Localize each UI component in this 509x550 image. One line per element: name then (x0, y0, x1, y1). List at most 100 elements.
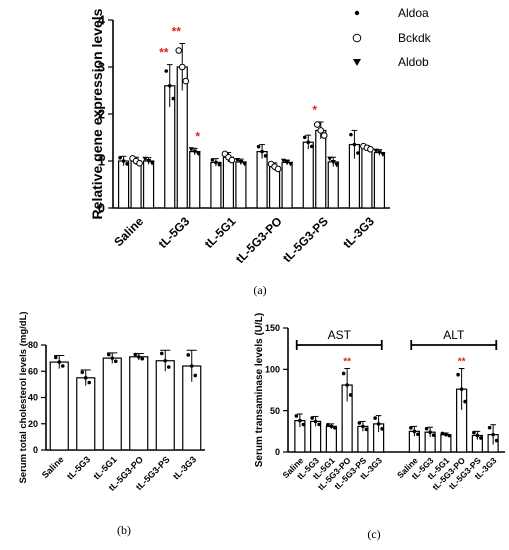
panel-a-tl-5g3-po-aldob-point (284, 160, 290, 166)
panel-a-tl-5g3-po-bckdk-bar (268, 166, 281, 209)
panel-b-tl-3g3-point (186, 353, 191, 357)
panel-b-tl-5g3-ps-point (166, 365, 171, 369)
panel-b-tl-5g3-point (80, 370, 85, 375)
panel-b-saline-point (53, 355, 58, 360)
panel-a-tl-5g3-aldob-point (188, 147, 194, 152)
panel-c-alt-tl-5g3-ps-point (472, 430, 476, 435)
panel-a-tl-5g1-aldob-bar (235, 161, 247, 209)
panel-c-alt-tl-5g1-point (444, 432, 448, 437)
panel-a-tl-5g3-po-aldob-point (287, 161, 294, 167)
panel-a-y-tick-label: 2 (98, 107, 105, 122)
legend-marker-circle-icon (352, 33, 362, 43)
panel-a-x-tick-label-tl-5g3-po: tL-5G3-PO (233, 214, 285, 266)
panel-c-ast-tl-5g3-po-point (345, 383, 349, 387)
panel-a-tl-5g3-aldob-bar (189, 151, 201, 209)
panel-c-ast-tl-3g3-point (380, 427, 384, 431)
panel-c-alt-tl-3g3-point (491, 432, 495, 437)
panel-a-tl-5g1-aldob-point (241, 161, 248, 167)
panel-a-saline-aldoa-point (125, 162, 129, 166)
panel-b-tl-3g3-point (193, 373, 198, 378)
panel-b-tl-5g3-po-bar (129, 356, 149, 451)
panel-a-y-tick-label: 1 (98, 154, 105, 169)
legend-marker-triangle-icon (353, 59, 361, 66)
panel-c-ast-tl-5g3-point (310, 416, 314, 420)
panel-a-saline-aldoa-point (118, 155, 122, 160)
panel-a-tl-5g3-bckdk-point (182, 77, 190, 85)
panel-b-saline-point (57, 360, 62, 364)
panel-a-tl-3g3-bckdk-bar (361, 147, 373, 209)
panel-c-alt-tl-5g3-point (428, 430, 432, 434)
panel-c-alt-tl-5g3-point (424, 426, 429, 431)
panel-a-x-tick-label-tl-5g3-ps: tL-5G3-PS (280, 214, 331, 265)
panel-a-saline-bckdk-bar (130, 160, 142, 209)
panel-c-ast-saline-point (294, 414, 299, 418)
panel-a-tl-5g3-ps-aldob-bar (327, 161, 339, 209)
panel-a-tl-5g3-po-aldoa-bar (256, 151, 268, 209)
panel-b-tl-5g3-ps-point (159, 351, 164, 356)
panel-a-tl-5g3-po-aldob-bar (281, 161, 293, 209)
panel-a-tl-5g3-aldoa-point (164, 69, 169, 73)
legend-item-aldob: Aldob (353, 55, 429, 69)
panel-c-group-label-alt: ALT (443, 328, 465, 342)
panel-a-tl-5g1-aldob-point (238, 159, 244, 165)
panel-c-ast-tl-5g3-point (313, 419, 318, 424)
panel-c-alt-tl-5g1-point (447, 433, 452, 438)
legend-marker-dot-icon (354, 10, 360, 16)
panel-a-tl-5g3-aldob-point (195, 151, 201, 157)
panel-b-y-tick-label: 60 (28, 366, 38, 376)
panel-a-saline-aldob-bar (142, 160, 155, 209)
panel-a-saline-aldoa-point (121, 159, 126, 163)
panel-a-saline-aldob-point (149, 160, 155, 166)
legend: Aldoa Bckdk Aldob (352, 6, 432, 69)
panel-c-ast-saline-point (298, 418, 302, 423)
panel-b-tl-5g1-point (110, 356, 115, 360)
panel-c-alt-tl-5g3-po-point (459, 387, 464, 391)
panel-a-tl-5g1-aldoa-point (214, 160, 218, 165)
panel-b-y-tick-label: 20 (28, 419, 38, 429)
panel-b-tl-5g3-bar (76, 377, 96, 451)
panel-a-tl-3g3-aldob-point (373, 148, 379, 154)
panel-b-saline-bar (49, 361, 69, 451)
panel-c-alt-tl-5g3-ps-point (475, 433, 480, 438)
panel-c-ast-tl-5g1-point (329, 424, 334, 429)
panel-b-tl-5g3-po-point (140, 356, 145, 361)
panel-a-tl-5g3-aldob-point (192, 149, 198, 155)
panel-a-tl-3g3-aldob-bar (373, 151, 386, 209)
panel-c-y-tick-label: 0 (275, 447, 280, 457)
panel-c-alt-tl-5g1-point (440, 431, 445, 436)
panel-a-x-tick-label-tl-5g1: tL-5G1 (202, 214, 239, 251)
panel-a-x-tick-label-saline: Saline (111, 214, 146, 249)
panel-c-alt-tl-5g3-po-point (456, 372, 460, 377)
panel-a-tl-5g3-aldoa-point (171, 96, 176, 101)
panel-c-alt-saline-point (412, 429, 417, 434)
panel-b-tl-5g3-point (83, 376, 88, 380)
panel-a-tl-5g3-po-aldoa-point (263, 154, 268, 158)
panel-a-tl-5g3-po-aldoa-point (260, 149, 264, 154)
panel-c-alt-tl-5g3-point (431, 433, 436, 437)
panel-a-tl-5g3-bckdk-point (175, 47, 183, 54)
panel-b-y-axis-label: Serum total cholesterol levels (mg/dL) (18, 311, 29, 483)
legend-label-aldoa: Aldoa (398, 6, 429, 20)
panel-a-saline-bckdk-point (136, 159, 143, 167)
panel-a-tl-5g1-bckdk-bar (222, 156, 235, 209)
panel-a-y-axis-label: Relative gene expression levels (89, 8, 105, 219)
panel-b-tl-5g3-ps-bar (155, 360, 175, 451)
panel-a-tl-5g1-aldob-point (234, 157, 241, 163)
panel-c-alt-tl-5g3-ps-point (479, 436, 483, 440)
panel-a-y-tick-label: 0 (98, 201, 105, 216)
panel-c-ast-tl-5g3-ps-point (357, 421, 362, 425)
panel-c-alt-tl-5g3-po-significance-label: ** (458, 357, 466, 368)
panel-b-x-tick-label-tl-5g3: tL-5G3 (65, 454, 92, 481)
panel-a-tl-5g3-ps-aldob-point (327, 156, 333, 162)
panel-c-ast-tl-5g1-point (326, 422, 330, 427)
panel-a-tl-3g3-aldob-point (376, 150, 383, 156)
panel-c-y-tick-label: 100 (265, 365, 280, 375)
panel-c-y-tick-label: 150 (265, 323, 280, 333)
panel-b-y-tick-label: 40 (28, 393, 38, 403)
panel-a-tl-5g3-bckdk-point (178, 63, 186, 71)
panel-c-alt-saline-point (409, 426, 413, 430)
panel-a-saline-aldob-point (145, 159, 152, 164)
panel-label-c: (c) (367, 527, 380, 541)
